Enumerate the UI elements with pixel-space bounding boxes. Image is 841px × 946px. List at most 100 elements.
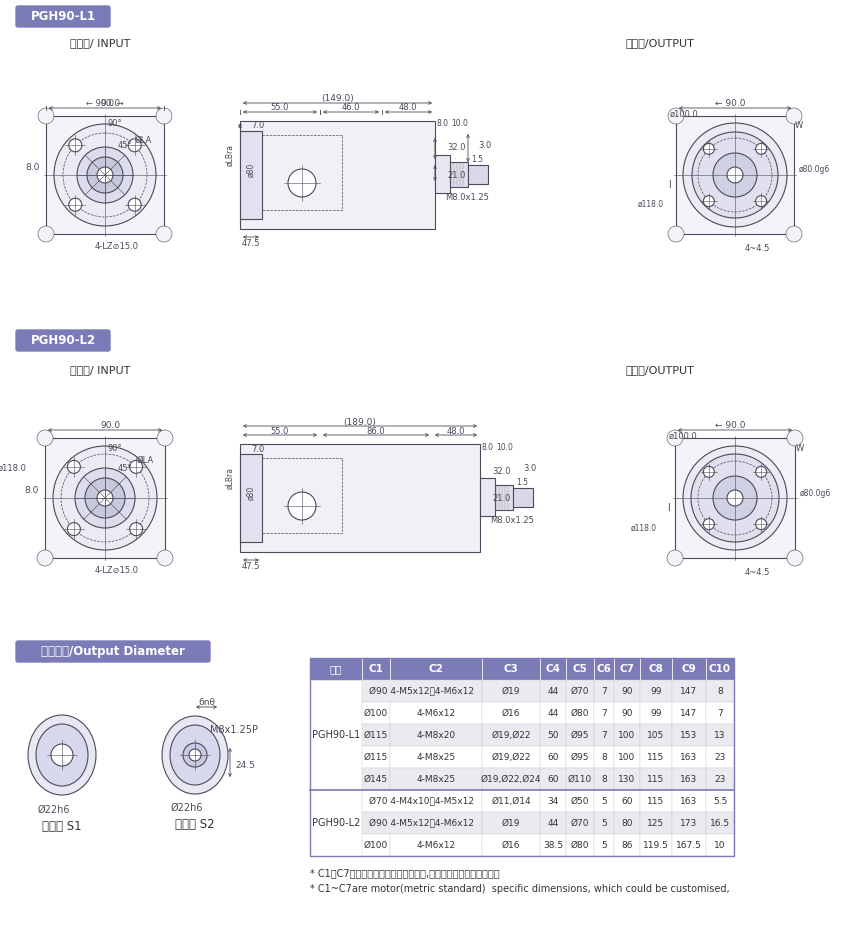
Bar xyxy=(672,680,706,702)
Text: 48.0: 48.0 xyxy=(399,103,417,113)
Text: 99: 99 xyxy=(650,709,662,717)
Text: 47.5: 47.5 xyxy=(241,238,260,248)
Bar xyxy=(240,454,262,542)
Bar xyxy=(390,702,482,724)
Text: 24.5: 24.5 xyxy=(235,761,255,769)
Circle shape xyxy=(703,196,714,206)
Text: 90: 90 xyxy=(621,687,632,695)
Bar xyxy=(566,702,594,724)
Text: Ø95: Ø95 xyxy=(571,730,590,740)
Text: 147: 147 xyxy=(680,687,697,695)
Text: 167.5: 167.5 xyxy=(676,840,702,850)
Text: M8.0x1.25: M8.0x1.25 xyxy=(490,516,534,524)
Bar xyxy=(46,116,164,234)
Text: (149.0): (149.0) xyxy=(321,95,354,103)
Text: 4-M6x12: 4-M6x12 xyxy=(416,709,456,717)
Bar xyxy=(594,658,614,680)
Text: 4-M8x25: 4-M8x25 xyxy=(416,775,456,783)
FancyBboxPatch shape xyxy=(16,330,110,351)
Text: ø80.0g6: ø80.0g6 xyxy=(800,488,831,498)
Bar xyxy=(390,768,482,790)
Text: ø80.0g6: ø80.0g6 xyxy=(799,166,830,174)
Text: Ø100: Ø100 xyxy=(364,709,389,717)
Text: 46.0: 46.0 xyxy=(341,103,360,113)
Text: Ø19,Ø22,Ø24: Ø19,Ø22,Ø24 xyxy=(481,775,542,783)
Bar xyxy=(566,724,594,746)
Text: 23: 23 xyxy=(714,752,726,762)
Circle shape xyxy=(37,430,53,446)
Bar xyxy=(482,812,540,834)
Bar xyxy=(482,768,540,790)
Circle shape xyxy=(756,196,767,206)
Text: Ø115: Ø115 xyxy=(364,752,389,762)
Circle shape xyxy=(157,550,173,566)
Bar xyxy=(640,724,672,746)
Text: ØLA: ØLA xyxy=(135,135,151,145)
Text: C6: C6 xyxy=(596,664,611,674)
Text: 输入端/ INPUT: 输入端/ INPUT xyxy=(70,38,130,48)
Circle shape xyxy=(787,550,803,566)
Text: 8: 8 xyxy=(601,752,607,762)
Text: Ø110: Ø110 xyxy=(568,775,592,783)
Text: Ø16: Ø16 xyxy=(502,709,521,717)
Bar xyxy=(672,746,706,768)
Circle shape xyxy=(77,147,133,203)
Text: Ø90 4-M5x12，4-M6x12: Ø90 4-M5x12，4-M6x12 xyxy=(369,687,474,695)
Bar xyxy=(706,834,734,856)
Text: 48.0: 48.0 xyxy=(447,427,465,435)
Text: C1: C1 xyxy=(368,664,383,674)
Bar xyxy=(390,724,482,746)
Text: C7: C7 xyxy=(620,664,634,674)
Text: 4-M6x12: 4-M6x12 xyxy=(416,840,456,850)
Bar xyxy=(706,702,734,724)
Circle shape xyxy=(756,466,767,478)
Circle shape xyxy=(667,430,683,446)
Bar xyxy=(566,790,594,812)
Text: 16.5: 16.5 xyxy=(710,818,730,828)
Circle shape xyxy=(189,749,201,761)
Bar xyxy=(706,768,734,790)
Text: l: l xyxy=(667,503,670,513)
Text: 44: 44 xyxy=(547,818,558,828)
Text: 163: 163 xyxy=(680,775,698,783)
Bar xyxy=(482,702,540,724)
Text: Ø90 4-M5x12，4-M6x12: Ø90 4-M5x12，4-M6x12 xyxy=(369,818,474,828)
Bar xyxy=(540,746,566,768)
Bar xyxy=(566,834,594,856)
Bar xyxy=(614,680,640,702)
Text: 80: 80 xyxy=(621,818,632,828)
Text: 5.5: 5.5 xyxy=(713,797,727,805)
Bar xyxy=(640,790,672,812)
FancyBboxPatch shape xyxy=(16,6,110,27)
Text: C5: C5 xyxy=(573,664,587,674)
Text: 23: 23 xyxy=(714,775,726,783)
Text: ← 90.0: ← 90.0 xyxy=(715,421,745,429)
Text: 7: 7 xyxy=(717,709,723,717)
Text: 21.0: 21.0 xyxy=(447,170,465,180)
Text: 输出端/OUTPUT: 输出端/OUTPUT xyxy=(626,365,695,375)
Bar xyxy=(706,658,734,680)
Bar xyxy=(675,438,795,558)
Text: 163: 163 xyxy=(680,797,698,805)
Bar xyxy=(362,768,390,790)
Text: 115: 115 xyxy=(648,775,664,783)
Text: ø118.0: ø118.0 xyxy=(631,523,657,533)
Bar xyxy=(706,724,734,746)
Bar xyxy=(614,812,640,834)
Circle shape xyxy=(703,144,714,154)
Bar xyxy=(640,812,672,834)
Text: 125: 125 xyxy=(648,818,664,828)
Text: 8.0: 8.0 xyxy=(482,443,494,451)
Circle shape xyxy=(727,490,743,506)
Text: ← 90.0 →: ← 90.0 → xyxy=(86,99,124,109)
Text: 32.0: 32.0 xyxy=(447,144,466,152)
Text: 100: 100 xyxy=(618,730,636,740)
Bar xyxy=(362,812,482,834)
Bar xyxy=(566,768,594,790)
Circle shape xyxy=(183,743,207,767)
Text: 147: 147 xyxy=(680,709,697,717)
Bar xyxy=(594,702,614,724)
Text: 60: 60 xyxy=(547,775,558,783)
Bar xyxy=(240,131,262,219)
Circle shape xyxy=(691,454,779,542)
